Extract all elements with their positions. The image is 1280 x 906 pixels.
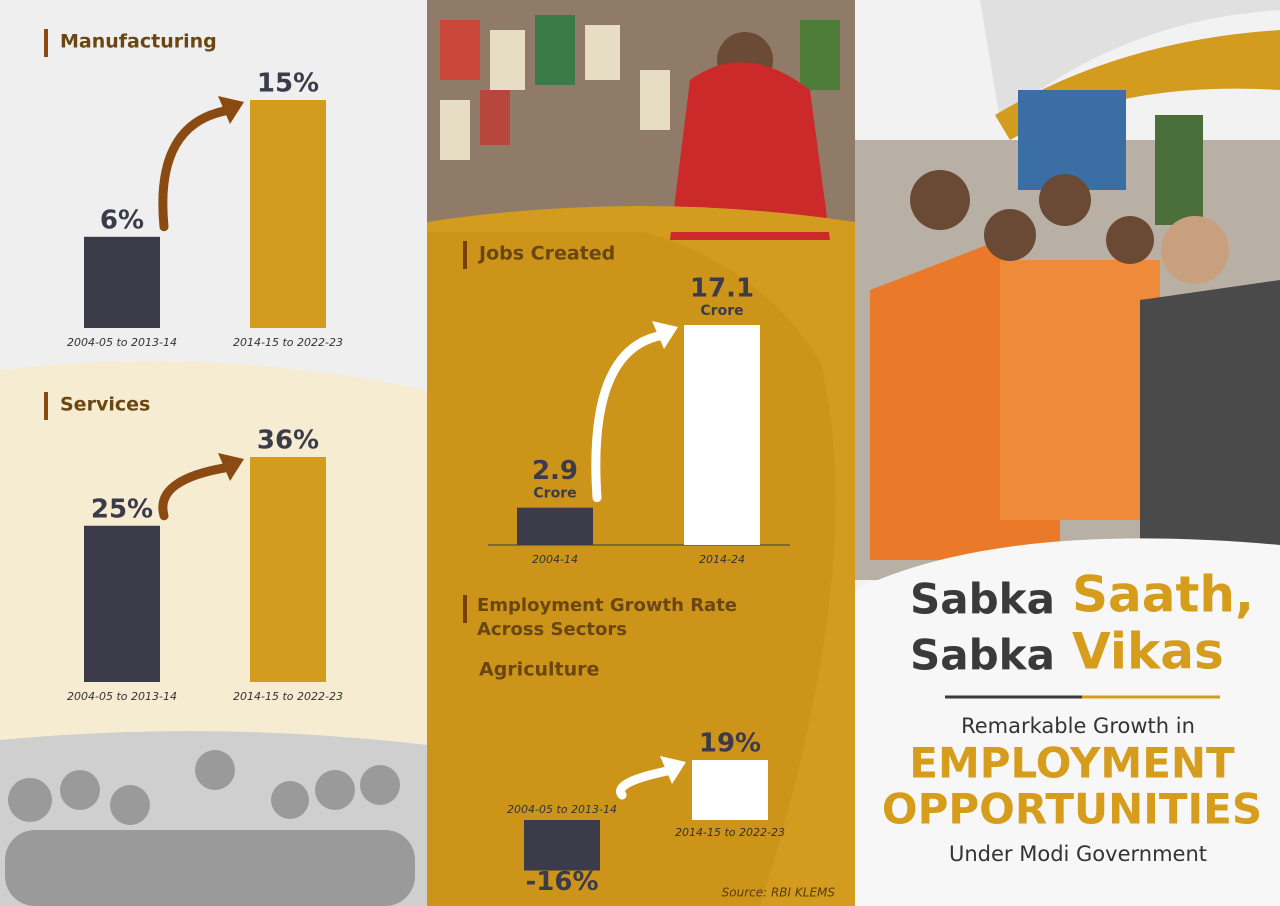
bar bbox=[250, 100, 326, 328]
x-tick-label: 2004-05 to 2013-14 bbox=[507, 803, 617, 816]
highlight: EMPLOYMENT bbox=[909, 739, 1235, 788]
x-tick-label: 2014-15 to 2022-23 bbox=[675, 826, 785, 839]
team-figures bbox=[5, 750, 415, 906]
title-marker bbox=[463, 595, 467, 623]
growth-arrow bbox=[158, 105, 235, 232]
value-label: 15% bbox=[257, 69, 319, 99]
chart-title-box: Employment Growth Rate Across Sectors bbox=[477, 595, 738, 640]
headline: Saath, bbox=[1072, 566, 1254, 624]
headline-panel bbox=[855, 538, 1280, 906]
x-tick-label: 2004-05 to 2013-14 bbox=[67, 336, 177, 349]
highlight: OPPORTUNITIES bbox=[882, 785, 1262, 834]
photo-edge bbox=[427, 206, 855, 232]
bar bbox=[692, 760, 768, 820]
top-photo bbox=[980, 0, 1280, 120]
gold-shade bbox=[427, 219, 836, 906]
growth-arrow bbox=[158, 462, 235, 521]
headline: Sabka bbox=[910, 631, 1055, 680]
headline: Sabka bbox=[910, 575, 1055, 624]
title-marker bbox=[463, 241, 467, 269]
value-label: 17.1 bbox=[690, 274, 754, 304]
arrow-head bbox=[218, 96, 244, 124]
value-label: 36% bbox=[257, 426, 319, 456]
chart-title: Manufacturing bbox=[60, 31, 217, 53]
value-label: 6% bbox=[100, 205, 144, 235]
growth-arrow bbox=[616, 765, 677, 800]
bar bbox=[524, 820, 600, 871]
title-marker bbox=[44, 392, 48, 420]
x-tick-label: 2014-24 bbox=[699, 553, 745, 566]
chart-subtitle: Agriculture bbox=[479, 659, 599, 681]
intro: Remarkable Growth in bbox=[961, 714, 1195, 738]
x-tick-label: 2004-05 to 2013-14 bbox=[67, 690, 177, 703]
bar bbox=[84, 236, 160, 328]
value-label: -16% bbox=[525, 867, 598, 897]
value-label: 2.9 bbox=[532, 456, 578, 486]
growth-arrow bbox=[591, 330, 669, 503]
value-unit: Crore bbox=[533, 486, 576, 502]
students-figures bbox=[870, 90, 1280, 560]
bar bbox=[84, 525, 160, 682]
arrow-head bbox=[218, 453, 244, 481]
value-label: 19% bbox=[699, 729, 761, 759]
bar bbox=[684, 325, 760, 545]
photo-edge bbox=[0, 730, 427, 745]
hanging-paintings bbox=[440, 15, 840, 240]
outro: Under Modi Government bbox=[949, 842, 1207, 866]
x-tick-label: 2014-15 to 2022-23 bbox=[233, 336, 343, 349]
cream-band bbox=[0, 361, 427, 740]
x-tick-label: 2014-15 to 2022-23 bbox=[233, 690, 343, 703]
title-marker bbox=[44, 29, 48, 57]
x-tick-label: 2004-14 bbox=[532, 553, 578, 566]
chart-title: Jobs Created bbox=[477, 243, 615, 265]
source: Source: RBI KLEMS bbox=[722, 886, 836, 900]
bar bbox=[517, 507, 593, 545]
bar bbox=[250, 457, 326, 682]
chart-title: Employment Growth Rate Across Sectors bbox=[477, 595, 738, 640]
value-label: 25% bbox=[91, 494, 153, 524]
arrow-head bbox=[660, 756, 686, 784]
arrow-head bbox=[652, 321, 678, 349]
value-unit: Crore bbox=[700, 303, 743, 319]
chart-title: Services bbox=[60, 394, 150, 416]
headline: Vikas bbox=[1072, 623, 1224, 681]
